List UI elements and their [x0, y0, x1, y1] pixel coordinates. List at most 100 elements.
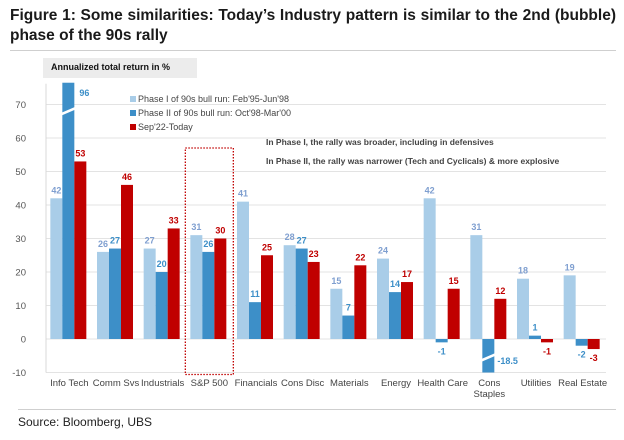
data-label: 46: [122, 172, 132, 182]
data-label: 15: [449, 276, 459, 286]
bar: [330, 288, 343, 339]
bar: [342, 315, 355, 339]
data-label: 96: [79, 88, 89, 98]
y-tick-label: 10: [15, 301, 26, 312]
category-label: Cons Disc: [281, 378, 325, 389]
bars: [50, 82, 600, 373]
data-label: 27: [145, 236, 155, 246]
y-tick-label: 40: [15, 201, 26, 212]
bar: [74, 161, 87, 339]
bar: [470, 235, 483, 339]
data-label: -2: [578, 350, 586, 360]
legend-swatch: [130, 124, 136, 130]
bar: [517, 278, 529, 339]
bar: [109, 248, 121, 339]
bar: [377, 258, 389, 339]
category-label: Materials: [330, 378, 369, 389]
bar: [529, 335, 541, 339]
data-label: 26: [98, 239, 108, 249]
legend: Phase I of 90s bull run: Feb'95-Jun'98 Ph…: [130, 94, 291, 132]
bar: [214, 238, 227, 339]
data-label: -3: [590, 353, 598, 363]
category-label: Health Care: [417, 378, 468, 389]
category-label: Real Estate: [558, 378, 607, 389]
bar: [307, 261, 320, 339]
bar: [237, 201, 249, 339]
annotations: In Phase I, the rally was broader, inclu…: [266, 137, 559, 166]
source-note: Source: Bloomberg, UBS: [18, 415, 153, 429]
data-label: 28: [285, 232, 295, 242]
data-label: 41: [238, 189, 248, 199]
category-label: Cons: [478, 378, 500, 389]
category-label: S&P 500: [191, 378, 228, 389]
source-divider: [18, 409, 616, 410]
data-label: 14: [390, 279, 400, 289]
bar: [97, 251, 109, 339]
data-label: -1: [543, 346, 551, 356]
data-label: 15: [331, 276, 341, 286]
y-tick-label: 50: [15, 167, 26, 178]
category-label: Comm Svs: [93, 378, 140, 389]
data-label: -1: [438, 346, 446, 356]
data-label: 12: [495, 286, 505, 296]
bar: [354, 265, 367, 339]
y-tick-label: 60: [15, 134, 26, 145]
data-label: 11: [250, 289, 260, 299]
legend-label: Phase I of 90s bull run: Feb'95-Jun'98: [138, 94, 289, 104]
data-label: 30: [215, 226, 225, 236]
data-label: 22: [355, 252, 365, 262]
y-tick-label: 20: [15, 268, 26, 279]
bar: [563, 275, 576, 339]
bar: [62, 82, 75, 339]
bar: [283, 245, 296, 339]
highlight-box: [184, 147, 234, 376]
bar: [494, 298, 507, 339]
bar: [482, 339, 495, 373]
y-tick-label: 30: [15, 234, 26, 245]
bar: [249, 302, 261, 339]
data-label: 53: [75, 148, 85, 158]
data-label: 42: [51, 185, 61, 195]
bar: [401, 282, 413, 339]
y-tick-label: 70: [15, 100, 26, 111]
axis-break-mark: [60, 107, 76, 116]
y-tick-label: 0: [21, 335, 26, 346]
annotation: In Phase I, the rally was broader, inclu…: [266, 137, 494, 147]
bar: [423, 198, 436, 339]
legend-swatch: [130, 96, 136, 102]
legend-label: Phase II of 90s bull run: Oct'98-Mar'00: [138, 108, 291, 118]
y-axis-label: Annualized total return in %: [51, 62, 171, 72]
bar: [143, 248, 156, 339]
bar: [190, 235, 203, 339]
legend-swatch: [130, 110, 136, 116]
bar: [389, 292, 401, 339]
data-label: 7: [346, 303, 351, 313]
category-label: Utilities: [521, 378, 552, 389]
data-label: 19: [565, 262, 575, 272]
bar: [541, 339, 553, 343]
title-divider: [10, 50, 616, 51]
y-axis-ticks: 70 60 50 40 30 20 10 0 -10: [12, 100, 26, 379]
bar: [50, 198, 63, 339]
x-axis-labels: Info Tech Comm Svs Industrials S&P 500 Finan…: [50, 378, 607, 400]
bar: [447, 288, 460, 339]
data-label: 27: [297, 236, 307, 246]
bar: [202, 251, 215, 339]
category-label: Industrials: [141, 378, 185, 389]
data-label: -18.5: [497, 356, 518, 366]
data-label: 1: [532, 323, 537, 333]
data-label: 42: [425, 185, 435, 195]
category-label: Financials: [235, 378, 278, 389]
data-label: 31: [191, 222, 201, 232]
figure-title: Figure 1: Some similarities: Today’s Ind…: [10, 7, 616, 44]
category-label: Info Tech: [50, 378, 88, 389]
category-label: Staples: [473, 389, 505, 400]
y-tick-label: -10: [12, 368, 26, 379]
data-label: 27: [110, 236, 120, 246]
bar: [575, 339, 588, 346]
data-label: 18: [518, 266, 528, 276]
annotation: In Phase II, the rally was narrower (Tec…: [266, 156, 559, 166]
data-label: 23: [309, 249, 319, 259]
y-axis-label-box: [43, 58, 197, 78]
bar: [261, 255, 273, 339]
